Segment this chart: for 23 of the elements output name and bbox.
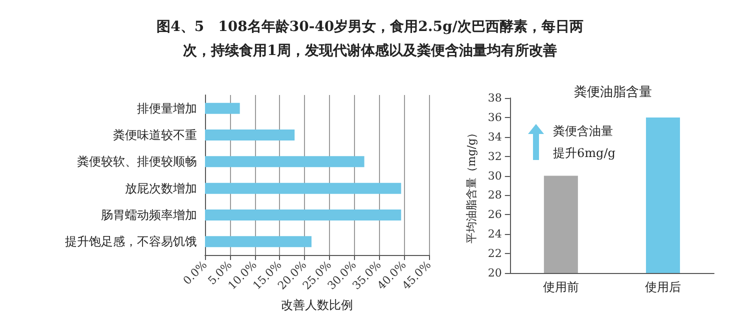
x-tick-label: 使用后 (644, 280, 681, 294)
y-tick-label: 提升饱足感，不容易饥饿 (65, 234, 197, 249)
y-tick-label: 放屁次数增加 (125, 181, 197, 196)
y-tick-label: 38 (488, 92, 502, 104)
chart-title: 图4、5 108名年龄30-40岁男女，食用2.5g/次巴西酵素，每日两次，持续食用1周，发现代谢体感以及粪便含油量均有所改善 (156, 19, 584, 59)
x-axis-title: 改善人数比例 (281, 298, 353, 312)
y-tick-label: 32 (488, 150, 502, 163)
y-tick-label: 30 (488, 169, 502, 182)
y-tick-label: 排便量增加 (137, 101, 197, 116)
y-tick-label: 肠胃蠕动频率增加 (101, 208, 197, 222)
x-tick-label: 使用前 (542, 280, 579, 294)
y-tick-label: 26 (488, 208, 502, 222)
y-tick-label: 34 (488, 130, 502, 144)
y-tick-label: 28 (488, 188, 502, 202)
annotation: 粪便含油量提升6mg/g (553, 124, 616, 160)
y-tick-label: 粪便味道较不重 (113, 128, 197, 142)
y-tick-label: 24 (488, 228, 502, 241)
y-tick-label: 22 (488, 247, 502, 260)
y-tick-label: 36 (488, 110, 502, 124)
y-tick-label: 20 (488, 266, 502, 280)
y-tick-label: 粪便较软、排便较顺畅 (77, 154, 197, 169)
y-axis-title: 平均油脂含量（mg/g） (465, 127, 478, 244)
chart-title: 粪便油脂含量 (574, 85, 652, 100)
